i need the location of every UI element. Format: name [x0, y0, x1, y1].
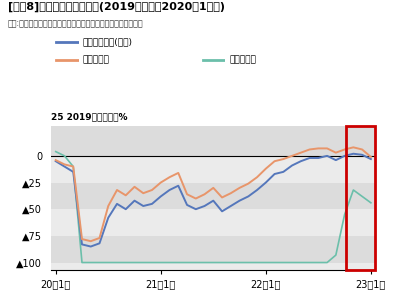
Text: [図表8]延べ宿泊者数の推移(2019年対比、2020年1月〜): [図表8]延べ宿泊者数の推移(2019年対比、2020年1月〜) [8, 2, 225, 12]
Bar [346, 126, 375, 270]
Text: 延べ宿泊者数(全体): 延べ宿泊者数(全体) [83, 38, 133, 46]
Text: うち外国人: うち外国人 [229, 56, 256, 64]
Text: 25 2019年同月比、%: 25 2019年同月比、% [51, 112, 128, 122]
Text: 出所:「宿泊旅行統計調査」をもとにニッセイ基礎研究所が作成: 出所:「宿泊旅行統計調査」をもとにニッセイ基礎研究所が作成 [8, 20, 143, 28]
Bar [51, 156, 375, 182]
Bar [51, 209, 375, 236]
Text: うち日本人: うち日本人 [83, 56, 110, 64]
Bar [51, 262, 375, 289]
